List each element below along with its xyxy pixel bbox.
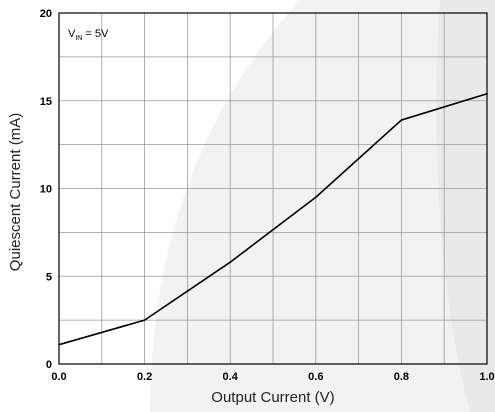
background-watermark-shape [150, 0, 495, 412]
x-axis-title: Output Current (V) [211, 389, 334, 406]
data-point [229, 261, 231, 264]
data-point [315, 196, 317, 199]
background-watermark-stripe [436, 0, 495, 412]
x-tick-label: 0.4 [223, 371, 239, 383]
series-line [58, 92, 488, 346]
y-tick-label: 15 [40, 96, 52, 108]
annotation-subscript: IN [75, 35, 82, 42]
x-tick-label: 0.6 [308, 371, 323, 383]
axis-layer [58, 12, 488, 365]
grid-layer [59, 13, 487, 364]
y-tick-label: 5 [46, 271, 52, 283]
data-point [143, 319, 146, 321]
y-tick-label: 0 [46, 359, 52, 371]
x-tick-label: 0.8 [394, 371, 409, 383]
annotation-vin: VIN = 5V [68, 28, 109, 42]
label-layer: 0.0 0.2 0.4 0.6 0.8 1.0 0 5 10 15 20 [40, 8, 495, 383]
y-tick-label: 20 [40, 8, 52, 20]
y-axis-title: Quiescent Current (mA) [7, 113, 24, 271]
x-tick-label: 0.0 [51, 371, 66, 383]
x-tick-label: 0.2 [137, 371, 152, 383]
y-tick-label: 10 [40, 184, 52, 196]
annotation-main: V [68, 28, 76, 40]
plot-frame [58, 12, 488, 365]
annotation-rest: = 5V [82, 28, 109, 40]
data-point [400, 119, 403, 121]
x-tick-label: 1.0 [479, 371, 494, 383]
